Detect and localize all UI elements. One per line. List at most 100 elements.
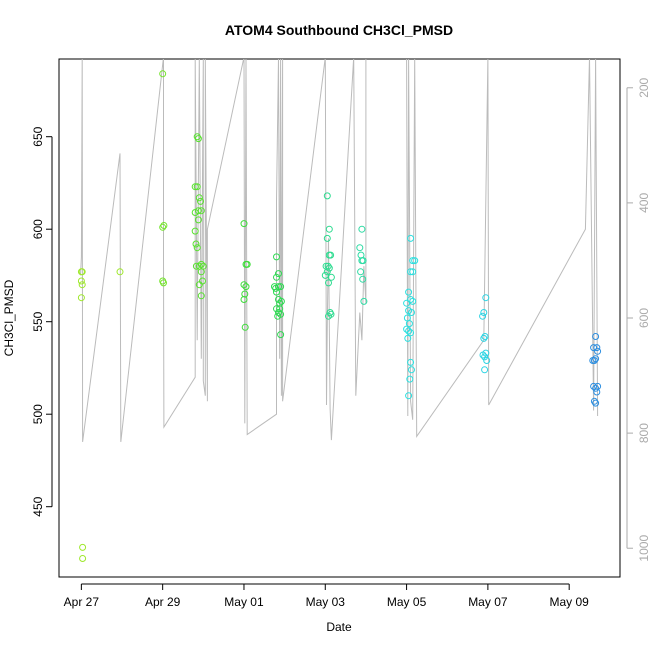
data-point	[590, 382, 598, 390]
data-point	[160, 222, 168, 229]
data-point	[242, 283, 250, 291]
x-tick-label: Apr 29	[145, 595, 181, 609]
x-axis-label: Date	[326, 620, 352, 634]
data-point	[78, 281, 86, 289]
data-point	[241, 323, 249, 331]
data-point	[243, 260, 251, 268]
data-point	[594, 347, 602, 355]
y2-tick-label: 200	[637, 77, 650, 97]
data-point	[197, 260, 205, 268]
data-point	[592, 333, 600, 340]
data-point	[405, 288, 413, 296]
data-point	[593, 388, 601, 396]
data-point	[79, 555, 87, 562]
data-point	[480, 309, 488, 316]
data-point	[327, 251, 335, 259]
data-point	[592, 399, 600, 407]
data-point	[590, 397, 598, 405]
data-point	[325, 279, 332, 287]
data-point	[240, 296, 248, 303]
data-point	[407, 296, 415, 303]
data-point	[197, 197, 204, 205]
data-point	[409, 257, 417, 265]
data-point	[191, 183, 199, 191]
data-point	[197, 207, 205, 215]
data-point	[191, 227, 199, 235]
data-point	[481, 366, 489, 374]
data-point	[159, 223, 167, 231]
data-point	[323, 268, 331, 276]
data-point	[192, 240, 200, 248]
data-point	[590, 344, 598, 352]
data-point	[407, 358, 415, 366]
data-point	[592, 384, 600, 392]
data-point	[193, 244, 201, 252]
data-point	[194, 216, 202, 224]
x-tick-label: May 03	[306, 595, 346, 609]
data-point	[321, 271, 329, 279]
data-point	[325, 312, 332, 320]
y2-axis: 200 400 600 800 1000	[626, 77, 650, 562]
data-point	[481, 333, 489, 340]
data-point	[273, 253, 280, 261]
data-point	[273, 305, 280, 313]
x-tick-label: May 01	[224, 595, 264, 609]
data-point	[479, 351, 487, 359]
x-tick-label: Apr 27	[64, 595, 100, 609]
data-point	[405, 320, 413, 328]
y2-tick-label: 1000	[637, 535, 650, 562]
data-point	[77, 277, 85, 285]
data-point	[197, 268, 205, 276]
data-point	[194, 135, 202, 143]
y-tick-label: 500	[31, 404, 45, 424]
data-point	[404, 334, 412, 342]
data-point	[323, 192, 331, 200]
data-point	[78, 268, 86, 276]
data-point	[409, 297, 417, 305]
data-point	[273, 288, 280, 296]
data-point	[482, 294, 490, 302]
data-point	[480, 334, 488, 342]
data-point	[479, 312, 487, 320]
x-axis: Apr 27 Apr 29 May 01 May 03 May 05 May 07 May …	[64, 583, 590, 609]
data-point	[407, 234, 415, 242]
data-point	[407, 268, 415, 276]
data-point	[325, 225, 333, 233]
y-axis-label: CH3Cl_PMSD	[2, 279, 16, 356]
track-line	[80, 59, 599, 442]
data-point	[193, 183, 201, 191]
data-point	[592, 355, 600, 363]
data-point	[358, 225, 366, 233]
data-point	[481, 353, 489, 361]
data-point	[408, 366, 415, 374]
data-point	[405, 327, 413, 335]
data-point	[360, 297, 368, 305]
x-tick-label: May 07	[468, 595, 508, 609]
data-point	[195, 194, 203, 202]
data-point	[273, 273, 280, 281]
y-tick-label: 450	[31, 496, 45, 516]
y-tick-label: 550	[31, 311, 45, 331]
x-tick-label: May 09	[550, 595, 590, 609]
data-point	[403, 299, 411, 307]
data-point	[359, 257, 367, 265]
data-point	[407, 329, 415, 337]
y-axis: 450 500 550 600 650	[31, 126, 53, 517]
data-point	[159, 70, 167, 78]
y2-tick-label: 400	[637, 193, 650, 213]
data-point	[276, 305, 284, 313]
data-point	[327, 273, 335, 281]
data-point	[406, 375, 414, 383]
data-point	[277, 297, 285, 305]
secondary-track-lines	[80, 59, 599, 442]
data-point	[160, 279, 167, 287]
data-point	[323, 234, 331, 242]
data-point	[483, 357, 491, 364]
y2-tick-label: 600	[637, 308, 650, 328]
data-point	[277, 331, 285, 339]
data-point	[356, 244, 364, 252]
data-point	[192, 262, 200, 270]
data-point	[274, 312, 282, 320]
data-point	[357, 268, 365, 276]
